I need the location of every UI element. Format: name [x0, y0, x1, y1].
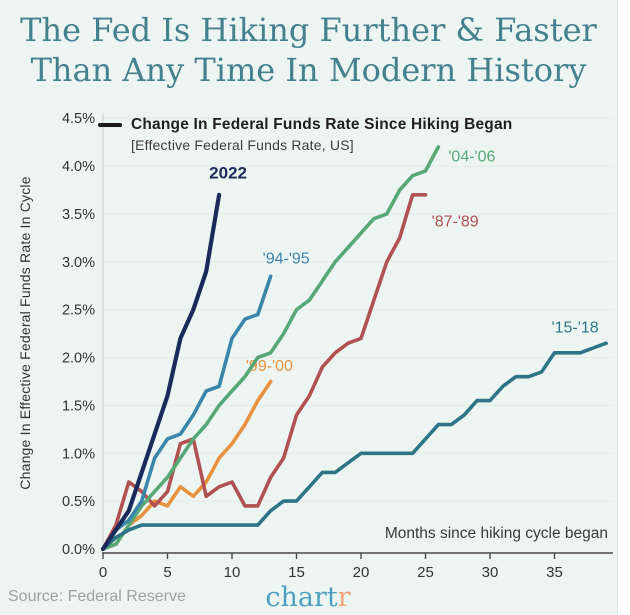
x-tick-label: 25 [417, 564, 434, 581]
series-label-1518: '15-'18 [552, 320, 599, 337]
y-axis-title: Change In Effective Federal Funds Rate I… [17, 176, 33, 490]
y-tick-label: 0.0% [62, 542, 95, 558]
y-tick-label: 3.0% [62, 255, 95, 271]
x-axis-title: Months since hiking cycle began [384, 525, 608, 542]
y-tick-label: 3.5% [62, 207, 95, 223]
x-tick-label: 35 [546, 564, 563, 581]
series-label-9495: '94-'95 [263, 251, 310, 268]
x-tick-label: 5 [163, 564, 171, 581]
x-tick-label: 30 [482, 564, 499, 581]
y-tick-label: 4.5% [62, 111, 95, 127]
right-margin-strip [617, 0, 630, 615]
series-line-2022 [100, 192, 222, 552]
chartr-logo-main: chart [265, 582, 338, 613]
series-line-8789 [101, 193, 428, 551]
series-label-9900: '99-'00 [246, 358, 293, 375]
x-tick-label: 10 [224, 564, 241, 581]
y-tick-label: 0.5% [62, 494, 95, 510]
series-line-1518 [101, 341, 608, 551]
y-tick-label: 2.0% [62, 351, 95, 367]
y-tick-label: 1.5% [62, 398, 95, 414]
y-tick-label: 2.5% [62, 303, 95, 319]
series-line-0406 [101, 145, 441, 551]
chart-title-line2: Than Any Time In Modern History [30, 51, 587, 89]
legend-label: Change In Federal Funds Rate Since Hikin… [131, 116, 513, 133]
series-label-8789: '87-'89 [432, 213, 479, 230]
chart-title-line1: The Fed Is Hiking Further & Faster [20, 11, 597, 49]
legend-line-marker [98, 123, 122, 127]
x-tick-label: 15 [288, 564, 305, 581]
chartr-logo-accent: r [337, 582, 351, 613]
y-tick-label: 1.0% [62, 446, 95, 462]
x-tick-label: 20 [353, 564, 370, 581]
legend-sublabel: [Effective Federal Funds Rate, US] [131, 137, 354, 153]
chartr-logo: chartr [265, 582, 350, 613]
y-tick-label: 4.0% [62, 159, 95, 175]
chart-title: The Fed Is Hiking Further & Faster Than … [0, 10, 617, 90]
series-label-0406: '04-'06 [448, 148, 495, 165]
source-text: Source: Federal Reserve [8, 588, 186, 605]
series-label-2022: 2022 [209, 164, 247, 183]
series-line-9495 [101, 274, 273, 551]
x-tick-label: 0 [99, 564, 107, 581]
chart-legend: Change In Federal Funds Rate Since Hikin… [98, 116, 512, 153]
